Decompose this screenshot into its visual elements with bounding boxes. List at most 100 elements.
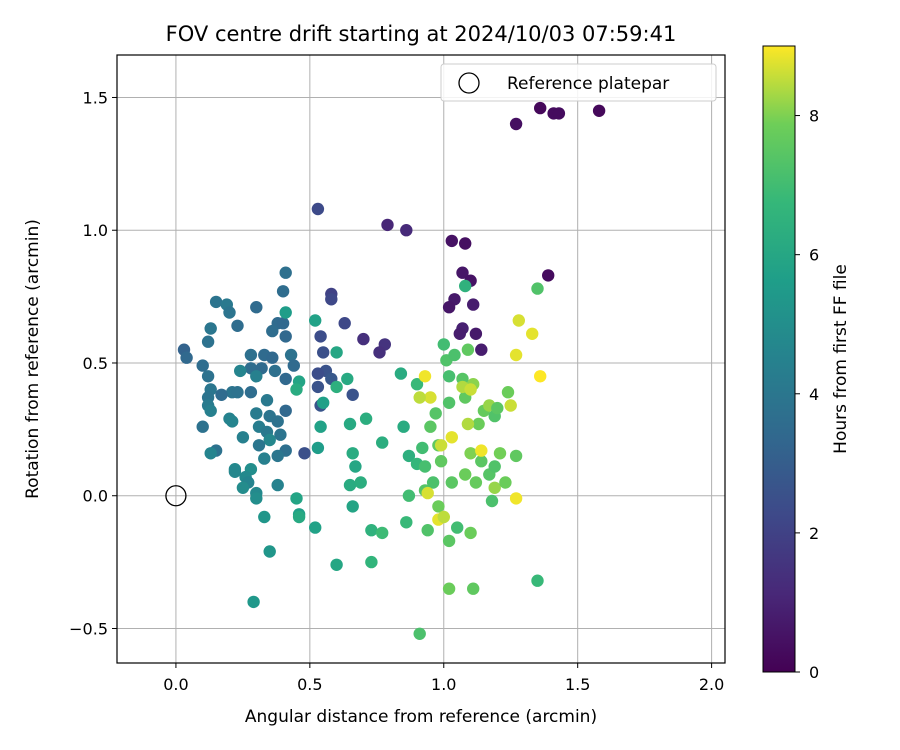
data-point bbox=[475, 343, 488, 356]
data-point bbox=[276, 285, 290, 298]
colorbar-ticks: 0 2 4 6 8 bbox=[795, 107, 819, 682]
data-point bbox=[292, 510, 306, 524]
data-point bbox=[442, 370, 456, 383]
x-tick-label: 1.0 bbox=[431, 675, 456, 694]
colorbar-tick-label: 2 bbox=[809, 524, 819, 543]
data-point bbox=[413, 391, 426, 404]
data-point bbox=[488, 460, 501, 473]
data-point bbox=[365, 555, 378, 569]
data-point bbox=[467, 582, 480, 595]
data-point bbox=[223, 306, 236, 319]
data-point bbox=[276, 317, 290, 330]
data-point bbox=[266, 324, 279, 338]
data-point bbox=[279, 372, 292, 386]
data-point bbox=[325, 293, 338, 306]
data-point bbox=[400, 224, 413, 237]
data-point bbox=[509, 449, 523, 463]
data-point bbox=[209, 295, 223, 309]
data-point bbox=[279, 330, 292, 343]
data-point bbox=[437, 510, 450, 524]
data-point bbox=[226, 415, 239, 428]
x-axis-title: Angular distance from reference (arcmin) bbox=[245, 707, 597, 727]
data-point bbox=[298, 447, 311, 460]
data-point bbox=[421, 486, 434, 500]
data-point bbox=[418, 460, 432, 473]
data-point bbox=[429, 407, 442, 420]
data-point bbox=[400, 516, 413, 529]
data-point bbox=[442, 301, 456, 314]
data-point bbox=[426, 476, 440, 489]
data-point bbox=[499, 476, 512, 489]
data-point bbox=[244, 386, 258, 399]
data-point bbox=[459, 237, 472, 250]
data-point bbox=[311, 441, 325, 455]
data-point bbox=[252, 439, 266, 452]
data-point bbox=[424, 420, 437, 433]
data-point bbox=[346, 447, 359, 460]
legend: Reference platepar bbox=[440, 63, 717, 102]
data-point bbox=[204, 447, 217, 460]
data-point bbox=[437, 338, 450, 351]
data-point bbox=[287, 359, 300, 372]
data-point bbox=[330, 380, 343, 394]
data-point bbox=[442, 582, 456, 595]
data-point bbox=[268, 364, 282, 378]
data-point bbox=[359, 412, 373, 425]
data-point bbox=[413, 627, 426, 640]
data-point bbox=[534, 101, 547, 115]
data-point bbox=[343, 478, 357, 492]
data-point bbox=[491, 401, 504, 415]
data-point bbox=[475, 455, 488, 468]
data-point bbox=[445, 234, 458, 248]
y-axis-ticks: −0.5 0.0 0.5 1.0 1.5 bbox=[69, 88, 117, 638]
colorbar-label: Hours from first FF file bbox=[831, 264, 851, 454]
data-point bbox=[488, 481, 501, 494]
data-point bbox=[442, 396, 456, 409]
data-point bbox=[464, 383, 477, 396]
plot-frame bbox=[116, 54, 726, 664]
data-point bbox=[317, 396, 330, 409]
data-point bbox=[531, 574, 544, 587]
data-point bbox=[204, 404, 217, 417]
data-point bbox=[279, 266, 292, 279]
data-point bbox=[354, 476, 367, 489]
reference-marker-layer bbox=[165, 485, 187, 507]
data-point bbox=[445, 476, 458, 489]
data-point bbox=[475, 444, 488, 457]
data-point bbox=[204, 322, 217, 335]
reference-platepar-marker bbox=[165, 485, 187, 507]
data-point bbox=[317, 346, 330, 359]
data-points bbox=[177, 101, 606, 640]
data-point bbox=[180, 351, 193, 364]
data-point bbox=[448, 348, 461, 362]
data-point bbox=[330, 558, 343, 571]
y-tick-label: −0.5 bbox=[69, 619, 108, 638]
data-point bbox=[330, 346, 343, 359]
data-point bbox=[284, 348, 298, 362]
data-point bbox=[236, 481, 250, 494]
data-point bbox=[311, 202, 325, 216]
data-point bbox=[442, 534, 456, 548]
data-point bbox=[552, 107, 566, 120]
data-point bbox=[290, 492, 303, 505]
data-point bbox=[244, 348, 258, 362]
data-point bbox=[397, 420, 410, 433]
data-point bbox=[381, 218, 394, 232]
data-point bbox=[453, 327, 466, 340]
x-tick-label: 0.5 bbox=[297, 675, 322, 694]
data-point bbox=[459, 468, 472, 481]
colorbar-tick-label: 8 bbox=[809, 107, 819, 126]
data-point bbox=[314, 330, 327, 343]
data-point bbox=[346, 500, 359, 513]
y-axis-title: Rotation from reference (arcmin) bbox=[23, 219, 43, 499]
y-tick-label: 0.0 bbox=[83, 487, 108, 506]
colorbar-tick-label: 4 bbox=[809, 385, 819, 404]
data-point bbox=[472, 417, 485, 431]
data-point bbox=[260, 394, 274, 407]
data-point bbox=[314, 420, 327, 433]
data-point bbox=[309, 314, 322, 327]
data-point bbox=[234, 364, 247, 378]
x-tick-label: 2.0 bbox=[699, 675, 724, 694]
data-point bbox=[228, 465, 242, 478]
data-point bbox=[394, 367, 408, 380]
